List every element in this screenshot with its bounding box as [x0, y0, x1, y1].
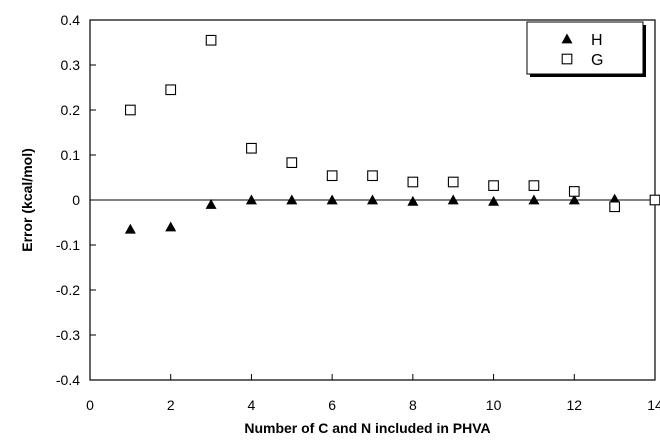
point-g	[488, 180, 499, 191]
y-tick-label: -0.1	[56, 237, 80, 253]
x-tick-label: 14	[647, 397, 660, 413]
point-g	[125, 104, 136, 116]
y-tick-label: -0.2	[56, 282, 80, 298]
y-tick-label: 0	[72, 192, 80, 208]
point-g	[165, 84, 177, 96]
point-g	[367, 170, 378, 182]
axis-ticks: -0.4 -0.3 -0.2 -0.1 0 0.1 0.2 0.3 0.4 0 2 4 6 8 10 12 14	[56, 12, 660, 413]
point-g	[568, 186, 580, 197]
point-h	[367, 194, 378, 205]
legend-box	[526, 21, 644, 75]
point-g	[407, 176, 419, 188]
legend-marker-g	[561, 53, 573, 65]
y-axis-title: Error (kcal/mol)	[19, 148, 35, 251]
point-h	[609, 193, 621, 204]
point-h	[568, 194, 580, 205]
point-g	[609, 201, 620, 213]
point-h	[286, 194, 298, 205]
point-h	[124, 223, 136, 234]
x-tick-label: 0	[86, 397, 94, 413]
x-tick-label: 10	[486, 397, 502, 413]
point-h	[165, 221, 177, 232]
point-h	[407, 195, 419, 206]
point-g	[246, 142, 257, 154]
x-tick-label: 8	[409, 397, 417, 413]
legend-label-g: G	[591, 52, 603, 69]
point-g	[326, 170, 338, 182]
point-g	[286, 157, 298, 169]
y-tick-label: 0.3	[61, 57, 81, 73]
point-g	[649, 194, 660, 206]
point-h	[205, 199, 217, 209]
x-tick-label: 2	[167, 397, 175, 413]
x-tick-label: 4	[248, 397, 256, 413]
y-tick-label: 0.4	[61, 12, 81, 28]
point-h	[326, 194, 338, 205]
y-tick-label: 0.1	[61, 147, 81, 163]
x-axis-title: Number of C and N included in PHVA	[244, 420, 490, 436]
point-h	[245, 194, 257, 205]
point-g	[447, 176, 459, 188]
x-tick-label: 6	[328, 397, 336, 413]
legend-label-h: H	[591, 32, 603, 49]
y-tick-label: -0.4	[56, 372, 80, 388]
point-h	[447, 194, 459, 205]
x-tick-label: 12	[566, 397, 582, 413]
point-g	[528, 180, 540, 191]
legend-marker-h	[561, 33, 573, 44]
y-tick-label: 0.2	[61, 102, 81, 118]
data-markers	[124, 34, 660, 234]
point-g	[205, 34, 217, 46]
legend: HG	[526, 21, 646, 77]
point-h	[488, 195, 500, 206]
point-h	[528, 194, 540, 205]
y-tick-label: -0.3	[56, 327, 80, 343]
